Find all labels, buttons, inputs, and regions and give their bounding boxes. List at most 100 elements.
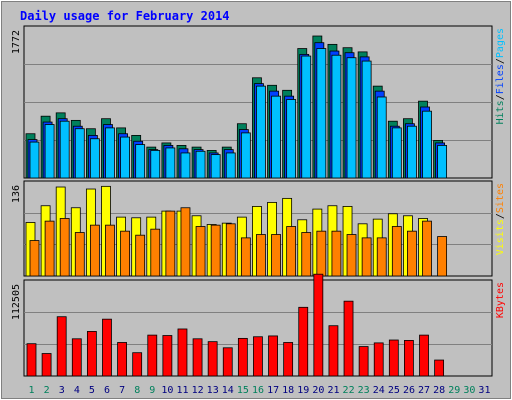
bar-kbytes-day-6 <box>102 318 112 377</box>
ymax-label: 1772 <box>11 30 22 54</box>
x-label-day-18: 18 <box>282 385 294 396</box>
bar-sites-day-24 <box>376 237 387 277</box>
x-label-day-31: 31 <box>478 385 490 396</box>
bar-sites-day-10 <box>165 210 176 277</box>
bar-kbytes-day-27 <box>419 334 429 377</box>
bar-kbytes-day-17 <box>268 335 278 377</box>
ymax-label: 136 <box>11 185 22 203</box>
bar-sites-day-19 <box>301 232 312 277</box>
legend-sites: Sites <box>495 183 506 213</box>
bar-sites-day-12 <box>195 226 206 277</box>
bar-sites-day-25 <box>391 226 402 277</box>
legend-pages: Pages <box>495 28 506 58</box>
bar-kbytes-day-28 <box>434 359 445 377</box>
bar-pages-day-6 <box>105 127 115 179</box>
bar-kbytes-day-25 <box>388 339 399 377</box>
x-label-day-26: 26 <box>403 385 415 396</box>
x-label-day-3: 3 <box>59 385 65 396</box>
legend-hits-files-pages: Hits/Files/Pages <box>495 28 506 124</box>
bar-pages-day-16 <box>256 85 266 179</box>
ymax-label: 112505 <box>11 284 22 320</box>
bar-pages-day-26 <box>407 125 417 179</box>
legend-sep2: / <box>495 94 506 100</box>
bar-kbytes-day-15 <box>237 337 248 377</box>
bar-pages-day-7 <box>120 136 130 179</box>
x-label-day-29: 29 <box>448 385 460 396</box>
bar-sites-day-13 <box>210 224 221 277</box>
x-label-day-30: 30 <box>463 385 475 396</box>
legend-hits: Hits <box>495 100 506 124</box>
bar-kbytes-day-22 <box>343 300 354 377</box>
bar-pages-day-27 <box>422 110 432 179</box>
x-label-day-5: 5 <box>89 385 95 396</box>
bar-kbytes-day-7 <box>117 342 127 377</box>
bar-kbytes-day-12 <box>192 338 203 377</box>
x-label-day-25: 25 <box>388 385 400 396</box>
bar-pages-day-13 <box>210 154 221 179</box>
bar-pages-day-1 <box>29 141 40 179</box>
bar-sites-day-20 <box>316 230 327 277</box>
bar-sites-day-15 <box>240 237 251 277</box>
bar-sites-day-16 <box>256 234 266 277</box>
x-label-day-24: 24 <box>373 385 385 396</box>
x-label-day-14: 14 <box>222 385 234 396</box>
bar-pages-day-8 <box>135 144 146 179</box>
x-label-day-15: 15 <box>237 385 249 396</box>
bar-pages-day-18 <box>286 99 297 179</box>
bar-kbytes-day-10 <box>162 335 173 377</box>
bar-sites-day-26 <box>407 230 417 277</box>
bar-sites-day-7 <box>120 230 130 277</box>
bar-kbytes-day-18 <box>283 342 294 377</box>
bar-pages-day-4 <box>74 128 85 179</box>
x-label-day-2: 2 <box>44 385 50 396</box>
x-label-day-17: 17 <box>267 385 279 396</box>
bar-kbytes-day-4 <box>71 338 82 377</box>
x-label-day-27: 27 <box>418 385 430 396</box>
bar-kbytes-day-24 <box>373 342 384 377</box>
x-label-day-1: 1 <box>29 385 35 396</box>
bar-sites-day-22 <box>346 234 357 277</box>
x-label-day-8: 8 <box>134 385 140 396</box>
bar-sites-day-8 <box>135 234 146 277</box>
legend-files: Files <box>495 64 506 94</box>
bar-kbytes-day-9 <box>147 334 158 377</box>
x-label-day-12: 12 <box>192 385 204 396</box>
bar-kbytes-day-14 <box>222 347 233 377</box>
x-label-day-19: 19 <box>297 385 309 396</box>
bar-kbytes-day-19 <box>298 306 309 377</box>
bar-pages-day-21 <box>331 54 342 179</box>
bar-kbytes-day-16 <box>253 336 263 377</box>
x-label-day-9: 9 <box>149 385 155 396</box>
bar-pages-day-20 <box>316 48 327 179</box>
x-label-day-28: 28 <box>433 385 445 396</box>
x-label-day-7: 7 <box>119 385 125 396</box>
bar-pages-day-23 <box>361 60 372 179</box>
bar-pages-day-5 <box>89 138 100 179</box>
chart-title: Daily usage for February 2014 <box>20 9 230 23</box>
bar-kbytes-day-1 <box>26 343 37 377</box>
legend-kbytes: KBytes <box>495 282 506 318</box>
x-label-day-23: 23 <box>358 385 370 396</box>
x-label-day-22: 22 <box>343 385 355 396</box>
bar-sites-day-2 <box>44 220 55 277</box>
bar-kbytes-day-23 <box>358 346 369 377</box>
bar-kbytes-day-13 <box>207 341 218 377</box>
x-label-day-16: 16 <box>252 385 264 396</box>
legend-kbytes: KBytes <box>495 282 506 318</box>
bar-pages-day-12 <box>195 150 206 179</box>
bar-kbytes-day-8 <box>132 352 143 377</box>
bar-sites-day-28 <box>437 236 448 277</box>
bar-sites-day-21 <box>331 230 342 277</box>
bar-kbytes-day-3 <box>56 316 67 377</box>
bar-sites-day-9 <box>150 228 161 277</box>
bar-pages-day-9 <box>150 150 161 179</box>
bar-sites-day-6 <box>105 224 115 277</box>
bar-sites-day-3 <box>59 218 70 277</box>
bar-pages-day-2 <box>44 124 55 179</box>
x-label-day-6: 6 <box>104 385 110 396</box>
bar-sites-day-27 <box>422 220 432 277</box>
bar-kbytes-day-2 <box>41 353 52 377</box>
